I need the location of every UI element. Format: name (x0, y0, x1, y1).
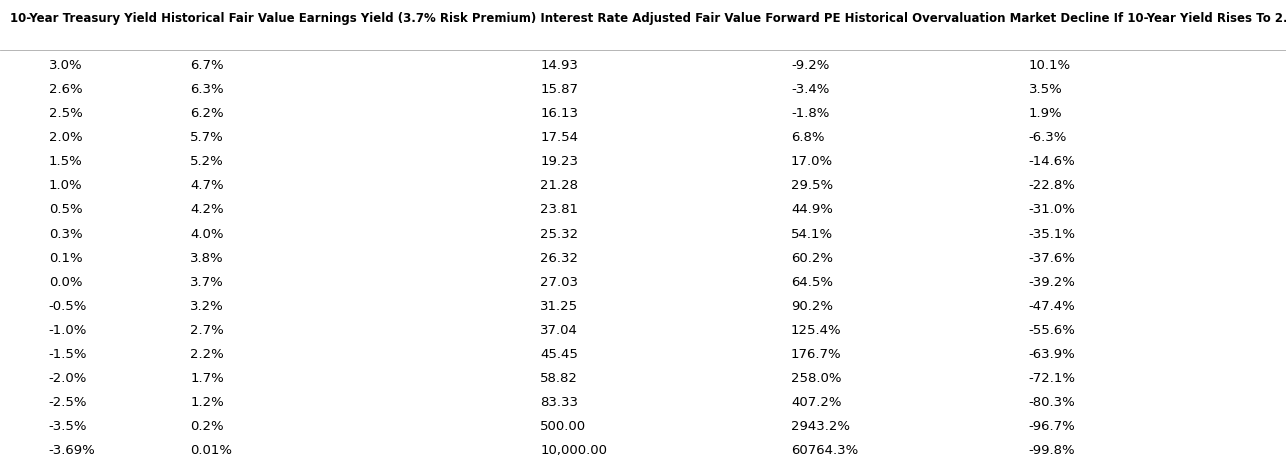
Text: 14.93: 14.93 (540, 59, 577, 72)
Text: 2.5%: 2.5% (49, 107, 82, 120)
Text: 17.54: 17.54 (540, 131, 579, 144)
Text: 500.00: 500.00 (540, 420, 586, 433)
Text: 10,000.00: 10,000.00 (540, 444, 607, 457)
Text: 60.2%: 60.2% (791, 252, 833, 265)
Text: 83.33: 83.33 (540, 396, 579, 409)
Text: 0.1%: 0.1% (49, 252, 82, 265)
Text: 0.01%: 0.01% (190, 444, 233, 457)
Text: 54.1%: 54.1% (791, 228, 833, 241)
Text: -14.6%: -14.6% (1029, 155, 1075, 169)
Text: -1.8%: -1.8% (791, 107, 829, 120)
Text: 4.7%: 4.7% (190, 179, 224, 193)
Text: -47.4%: -47.4% (1029, 300, 1075, 313)
Text: -2.5%: -2.5% (49, 396, 87, 409)
Text: -39.2%: -39.2% (1029, 276, 1075, 289)
Text: 60764.3%: 60764.3% (791, 444, 858, 457)
Text: 2.0%: 2.0% (49, 131, 82, 144)
Text: 23.81: 23.81 (540, 203, 579, 217)
Text: 3.2%: 3.2% (190, 300, 224, 313)
Text: 29.5%: 29.5% (791, 179, 833, 193)
Text: 90.2%: 90.2% (791, 300, 833, 313)
Text: 19.23: 19.23 (540, 155, 579, 169)
Text: 6.2%: 6.2% (190, 107, 224, 120)
Text: -3.4%: -3.4% (791, 83, 829, 96)
Text: 17.0%: 17.0% (791, 155, 833, 169)
Text: -35.1%: -35.1% (1029, 228, 1076, 241)
Text: 6.3%: 6.3% (190, 83, 224, 96)
Text: 125.4%: 125.4% (791, 324, 841, 337)
Text: 4.0%: 4.0% (190, 228, 224, 241)
Text: -1.0%: -1.0% (49, 324, 87, 337)
Text: 64.5%: 64.5% (791, 276, 833, 289)
Text: 1.7%: 1.7% (190, 372, 224, 385)
Text: 45.45: 45.45 (540, 348, 577, 361)
Text: 5.2%: 5.2% (190, 155, 224, 169)
Text: 3.0%: 3.0% (49, 59, 82, 72)
Text: 10.1%: 10.1% (1029, 59, 1071, 72)
Text: -3.5%: -3.5% (49, 420, 87, 433)
Text: 0.2%: 0.2% (190, 420, 224, 433)
Text: 26.32: 26.32 (540, 252, 579, 265)
Text: 21.28: 21.28 (540, 179, 579, 193)
Text: -80.3%: -80.3% (1029, 396, 1075, 409)
Text: 58.82: 58.82 (540, 372, 577, 385)
Text: -22.8%: -22.8% (1029, 179, 1075, 193)
Text: 27.03: 27.03 (540, 276, 579, 289)
Text: 0.0%: 0.0% (49, 276, 82, 289)
Text: 37.04: 37.04 (540, 324, 577, 337)
Text: 5.7%: 5.7% (190, 131, 224, 144)
Text: 6.8%: 6.8% (791, 131, 824, 144)
Text: -99.8%: -99.8% (1029, 444, 1075, 457)
Text: 10-Year Treasury Yield Historical Fair Value Earnings Yield (3.7% Risk Premium) : 10-Year Treasury Yield Historical Fair V… (10, 12, 1286, 25)
Text: 0.5%: 0.5% (49, 203, 82, 217)
Text: 3.5%: 3.5% (1029, 83, 1062, 96)
Text: -96.7%: -96.7% (1029, 420, 1075, 433)
Text: -9.2%: -9.2% (791, 59, 829, 72)
Text: -37.6%: -37.6% (1029, 252, 1075, 265)
Text: 4.2%: 4.2% (190, 203, 224, 217)
Text: 25.32: 25.32 (540, 228, 579, 241)
Text: 2.7%: 2.7% (190, 324, 224, 337)
Text: 3.7%: 3.7% (190, 276, 224, 289)
Text: -31.0%: -31.0% (1029, 203, 1075, 217)
Text: 176.7%: 176.7% (791, 348, 841, 361)
Text: -6.3%: -6.3% (1029, 131, 1067, 144)
Text: -0.5%: -0.5% (49, 300, 87, 313)
Text: 1.2%: 1.2% (190, 396, 224, 409)
Text: -2.0%: -2.0% (49, 372, 87, 385)
Text: -55.6%: -55.6% (1029, 324, 1075, 337)
Text: 16.13: 16.13 (540, 107, 579, 120)
Text: 2.2%: 2.2% (190, 348, 224, 361)
Text: -72.1%: -72.1% (1029, 372, 1076, 385)
Text: 15.87: 15.87 (540, 83, 579, 96)
Text: 1.0%: 1.0% (49, 179, 82, 193)
Text: 407.2%: 407.2% (791, 396, 841, 409)
Text: 2943.2%: 2943.2% (791, 420, 850, 433)
Text: 44.9%: 44.9% (791, 203, 833, 217)
Text: -3.69%: -3.69% (49, 444, 95, 457)
Text: 258.0%: 258.0% (791, 372, 841, 385)
Text: -1.5%: -1.5% (49, 348, 87, 361)
Text: 3.8%: 3.8% (190, 252, 224, 265)
Text: 31.25: 31.25 (540, 300, 579, 313)
Text: 0.3%: 0.3% (49, 228, 82, 241)
Text: 6.7%: 6.7% (190, 59, 224, 72)
Text: 2.6%: 2.6% (49, 83, 82, 96)
Text: -63.9%: -63.9% (1029, 348, 1075, 361)
Text: 1.5%: 1.5% (49, 155, 82, 169)
Text: 1.9%: 1.9% (1029, 107, 1062, 120)
